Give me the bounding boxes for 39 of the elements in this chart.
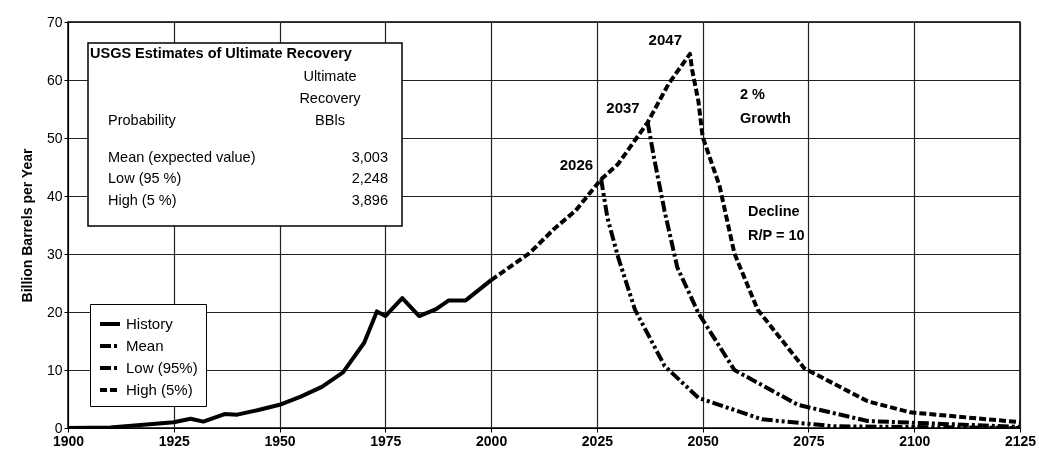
x-tick-label: 2125 (1004, 432, 1037, 449)
annotation: 2037 (606, 99, 640, 117)
annotation: 2047 (648, 30, 682, 48)
legend-label: High (5%) (126, 381, 193, 398)
annotation: Mean (expected value) (108, 149, 256, 165)
annotation: 2 % (740, 86, 766, 102)
y-tick-label: 40 (46, 187, 63, 204)
legend-label: Mean (126, 337, 164, 354)
annotation: 3,896 (351, 192, 388, 208)
x-tick-label: 1950 (264, 432, 296, 449)
legend-label: History (126, 315, 174, 332)
y-axis-title: Billion Barrels per Year (18, 148, 35, 303)
annotation: Recovery (299, 90, 362, 106)
x-tick-label: 2000 (476, 432, 508, 449)
annotation: Ultimate (303, 68, 357, 84)
annotation: Probability (108, 112, 177, 128)
y-tick-label: 70 (46, 13, 63, 30)
y-tick-label: 20 (46, 303, 63, 320)
y-tick-label: 30 (46, 245, 63, 262)
x-tick-label: 1975 (370, 432, 402, 449)
annotation: 2026 (559, 156, 594, 174)
annotation: Growth (740, 110, 791, 126)
y-tick-label: 10 (46, 361, 63, 378)
annotation: USGS Estimates of Ultimate Recovery (90, 45, 352, 61)
annotation: 2,248 (351, 170, 388, 186)
annotation: 3,003 (351, 149, 388, 165)
annotation: BBls (315, 112, 345, 128)
legend-label: Low (95%) (126, 359, 198, 376)
annotation: R/P = 10 (748, 227, 805, 243)
x-tick-label: 2050 (687, 432, 719, 449)
annotation: Decline (748, 203, 800, 219)
x-tick-label: 2075 (793, 432, 825, 449)
annotation: High (5 %) (108, 192, 177, 208)
annotation: Low (95 %) (108, 170, 182, 186)
x-tick-label: 2025 (581, 432, 614, 449)
y-tick-label: 60 (46, 71, 63, 88)
y-tick-label: 50 (46, 129, 63, 146)
x-tick-label: 1925 (158, 432, 191, 449)
x-tick-label: 2100 (899, 432, 931, 449)
